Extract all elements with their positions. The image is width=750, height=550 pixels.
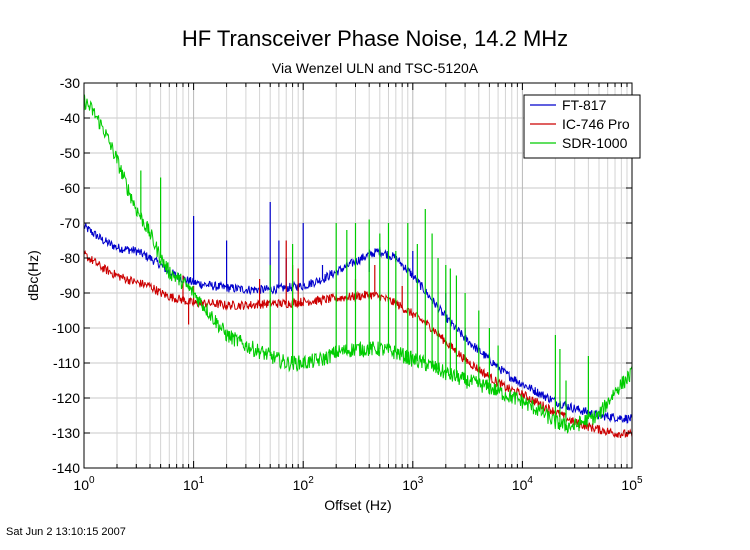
ticks: -140 -130 -120 -110 -100 -90 -80 -70 -60 -50 -40 -3… [52,75,643,493]
y-tick-label: -60 [60,180,80,196]
y-tick-label: -100 [52,320,80,336]
series-line-ft-817 [83,223,633,424]
x-tick-label: 105 [621,475,643,493]
x-tick-label: 102 [293,475,315,493]
y-tick-label: -120 [52,390,80,406]
series-line-ic-746-pro [83,249,633,439]
y-tick-label: -30 [60,75,80,91]
legend-box [523,94,641,159]
x-tick-label: 103 [402,475,424,493]
y-tick-label: -140 [52,460,80,476]
y-axis-label: dBc(Hz) [25,250,41,301]
legend-label: IC-746 Pro [562,116,630,132]
x-tick-label: 101 [183,475,205,493]
y-tick-label: -90 [60,285,80,301]
chart-subtitle: Via Wenzel ULN and TSC-5120A [271,60,479,76]
timestamp: Sat Jun 2 13:10:15 2007 [6,526,126,538]
legend: FT-817 IC-746 Pro SDR-1000 [523,94,641,159]
y-tick-label: -130 [52,425,80,441]
x-tick-label: 100 [73,475,95,493]
series-line-sdr-1000 [83,93,633,435]
x-tick-label: 104 [512,475,534,493]
series-layer [83,93,633,439]
legend-label: FT-817 [562,97,607,113]
plot-frame [83,82,633,469]
chart-title: HF Transceiver Phase Noise, 14.2 MHz [181,26,569,51]
y-tick-label: -40 [60,110,80,126]
legend-label: SDR-1000 [562,135,628,151]
x-axis-label: Offset (Hz) [324,497,391,513]
y-tick-label: -70 [60,215,80,231]
y-tick-label: -50 [60,145,80,161]
y-tick-label: -110 [53,355,80,371]
y-tick-label: -80 [60,250,80,266]
